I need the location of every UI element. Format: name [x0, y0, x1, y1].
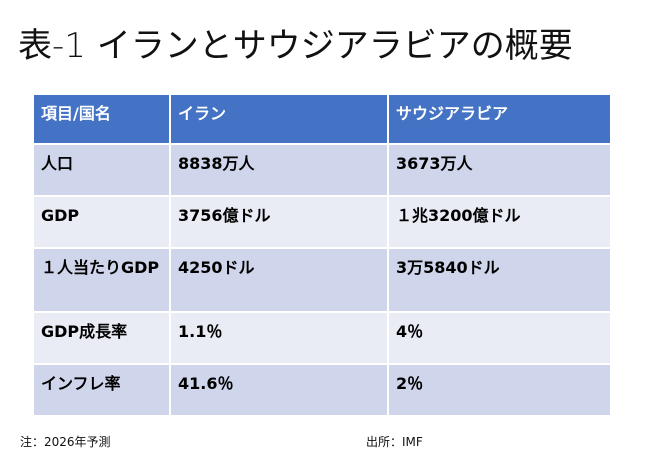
source-note: 出所：IMF	[366, 435, 423, 449]
overview-table: 項目/国名 イラン サウジアラビア 人口 8838万人 3673万人 GDP 3…	[32, 93, 612, 417]
saudi-value: 3万5840ドル	[387, 247, 612, 313]
saudi-value: １兆3200億ドル	[387, 195, 612, 249]
row-label: GDP成長率	[32, 311, 171, 365]
saudi-value: 3673万人	[387, 143, 612, 197]
iran-value: 3756億ドル	[169, 195, 389, 249]
table-row: GDP 3756億ドル １兆3200億ドル	[32, 195, 612, 249]
saudi-value: 4％	[387, 311, 612, 365]
header-item: 項目/国名	[32, 93, 171, 145]
row-label: GDP	[32, 195, 171, 249]
iran-value: 1.1％	[169, 311, 389, 365]
iran-value: 41.6％	[169, 363, 389, 417]
table-header-row: 項目/国名 イラン サウジアラビア	[32, 93, 612, 145]
table-row: 人口 8838万人 3673万人	[32, 143, 612, 197]
iran-value: 8838万人	[169, 143, 389, 197]
header-iran: イラン	[169, 93, 389, 145]
table-row: GDP成長率 1.1％ 4％	[32, 311, 612, 365]
row-label: １人当たりGDP	[32, 247, 171, 313]
row-label: インフレ率	[32, 363, 171, 417]
saudi-value: 2％	[387, 363, 612, 417]
table-row: インフレ率 41.6％ 2％	[32, 363, 612, 417]
table-row: １人当たりGDP 4250ドル 3万5840ドル	[32, 247, 612, 313]
slide-title: 表-1 イランとサウジアラビアの概要	[18, 26, 573, 66]
iran-value: 4250ドル	[169, 247, 389, 313]
footnote: 注：2026年予測	[20, 435, 111, 449]
header-saudi: サウジアラビア	[387, 93, 612, 145]
row-label: 人口	[32, 143, 171, 197]
